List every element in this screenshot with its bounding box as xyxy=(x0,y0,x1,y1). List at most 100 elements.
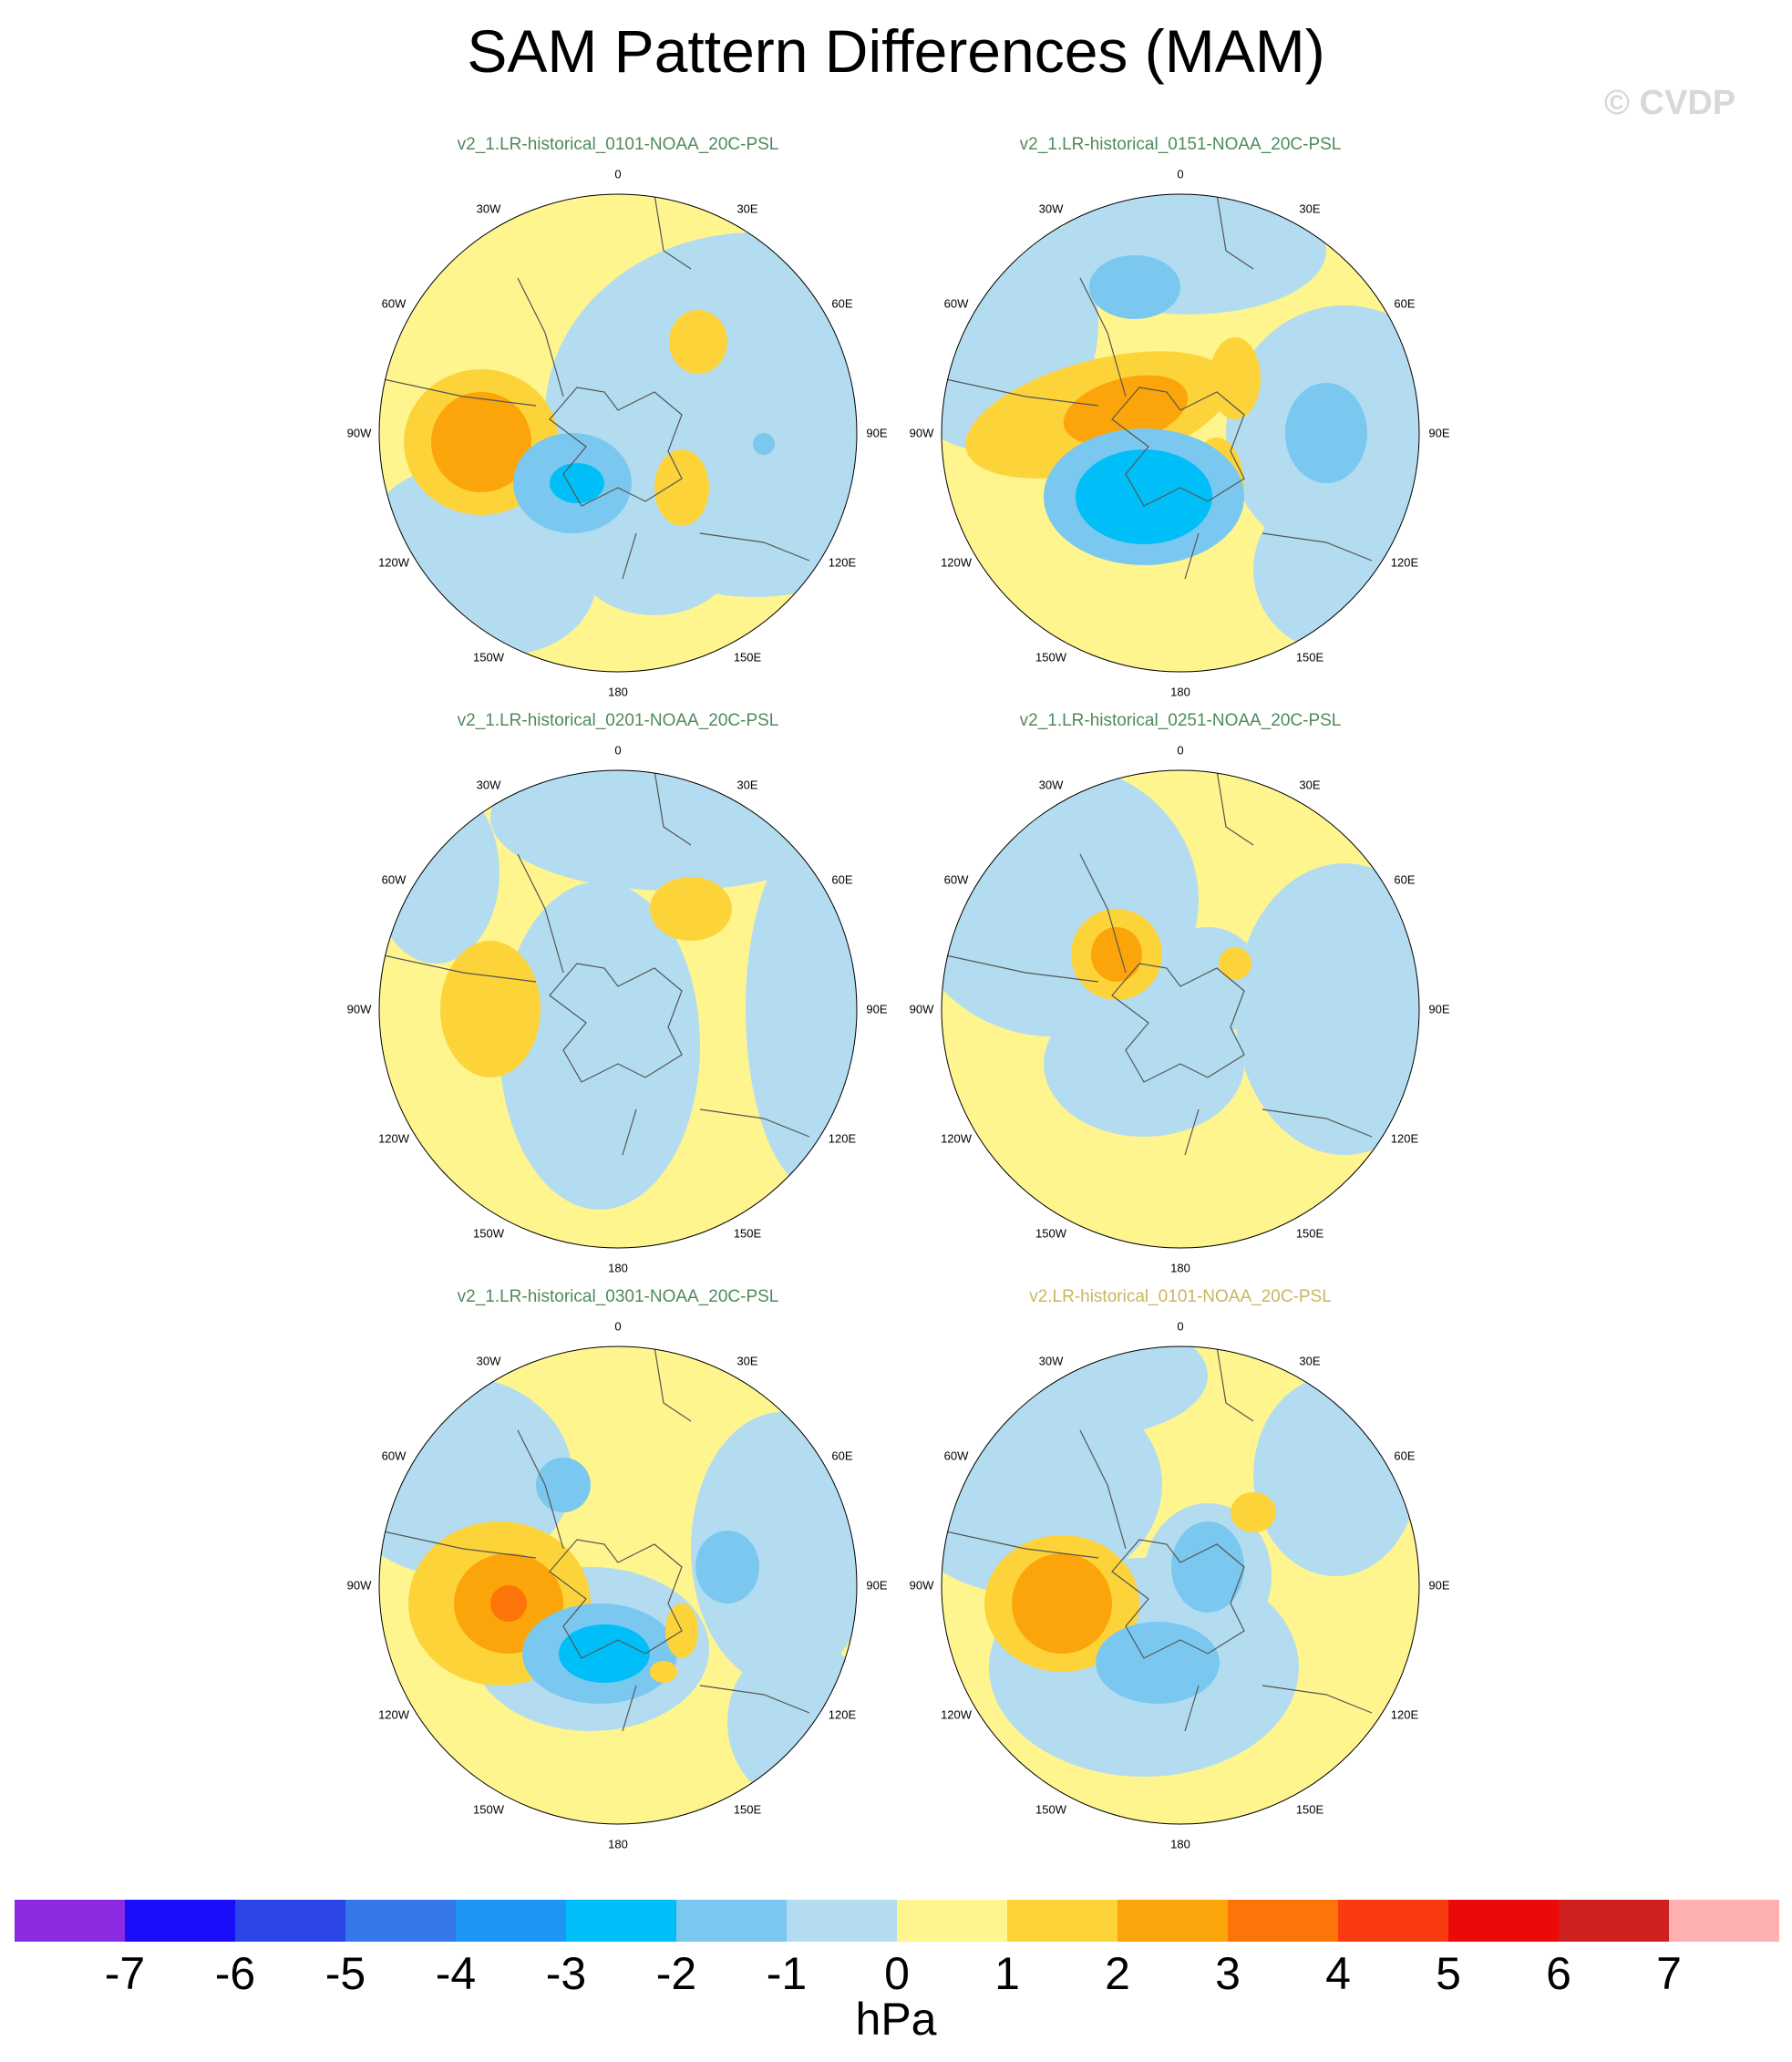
lon-label-top: 0 xyxy=(614,743,622,758)
contour-region xyxy=(1253,488,1417,652)
colorbar-tick-label: 5 xyxy=(1436,1948,1461,1999)
colorbar-swatch xyxy=(676,1900,787,1942)
lon-label-top: 0 xyxy=(1177,167,1184,181)
colorbar-swatch xyxy=(1007,1900,1117,1942)
colorbar xyxy=(15,1900,1779,1942)
lon-label-se1: 120E xyxy=(828,1131,857,1146)
colorbar-swatch xyxy=(1669,1900,1779,1942)
lon-label-se2: 150E xyxy=(1295,1226,1324,1241)
coastline xyxy=(1079,277,1127,397)
coastline xyxy=(1184,532,1200,580)
antarctica-coastline xyxy=(1111,963,1245,1083)
lon-label-nw2: 60W xyxy=(381,872,407,887)
coastline xyxy=(654,194,692,270)
panel-title: v2_1.LR-historical_0251-NOAA_20C-PSL xyxy=(1019,711,1342,730)
colorbar-swatch xyxy=(897,1900,1007,1942)
map-panel-1: v2_1.LR-historical_0101-NOAA_20C-PSL 0 30E… xyxy=(299,135,937,700)
colorbar-swatch xyxy=(1228,1900,1338,1942)
lon-label-e: 90E xyxy=(866,426,888,440)
lon-label-bottom: 180 xyxy=(1170,685,1190,699)
contour-region xyxy=(753,433,775,455)
colorbar-tick-label: 6 xyxy=(1546,1948,1571,1999)
map-border xyxy=(378,769,858,1249)
lon-label-top: 0 xyxy=(614,1319,622,1334)
lon-label-ne2: 60E xyxy=(1394,872,1416,887)
antarctica-coastline xyxy=(1111,1539,1245,1659)
coastline xyxy=(1079,1429,1127,1550)
contour-region xyxy=(1285,383,1367,483)
lon-label-ne1: 30E xyxy=(736,778,758,792)
map-panel-4: v2_1.LR-historical_0251-NOAA_20C-PSL 0 30E… xyxy=(861,711,1499,1276)
lon-label-nw1: 30W xyxy=(476,778,501,792)
colorbar-swatch xyxy=(566,1900,676,1942)
coastline xyxy=(1184,1685,1200,1732)
lon-label-se2: 150E xyxy=(733,1226,762,1241)
colorbar-swatch xyxy=(15,1900,125,1942)
lon-label-sw1: 120W xyxy=(378,555,410,570)
lon-label-ne2: 60E xyxy=(831,872,853,887)
lon-label-e: 90E xyxy=(1428,1578,1450,1593)
coastline xyxy=(517,1429,564,1550)
lon-label-sw2: 150W xyxy=(1035,650,1066,665)
lon-label-nw2: 60W xyxy=(943,1449,969,1463)
contour-region xyxy=(490,1585,527,1622)
lon-label-sw1: 120W xyxy=(941,1131,973,1146)
colorbar-units: hPa xyxy=(855,1994,937,2045)
antarctica-coastline xyxy=(549,1539,683,1659)
map-panel-2: v2_1.LR-historical_0151-NOAA_20C-PSL 0 30E… xyxy=(861,135,1499,700)
lon-label-sw1: 120W xyxy=(378,1131,410,1146)
lon-label-ne1: 30E xyxy=(736,201,758,216)
colorbar-tick-label: -1 xyxy=(766,1948,808,1999)
coastline xyxy=(1184,1108,1200,1156)
contour-region xyxy=(942,1346,1208,1439)
lon-label-sw1: 120W xyxy=(941,1707,973,1722)
lon-label-se2: 150E xyxy=(733,1802,762,1817)
colorbar-tick-label: -6 xyxy=(214,1948,256,1999)
lon-label-sw2: 150W xyxy=(473,650,504,665)
figure-title: SAM Pattern Differences (MAM) xyxy=(467,17,1325,85)
lon-label-ne2: 60E xyxy=(831,296,853,311)
lon-label-bottom: 180 xyxy=(608,685,628,699)
lon-label-sw1: 120W xyxy=(378,1707,410,1722)
map-border xyxy=(941,1345,1420,1825)
map-panel-6: v2.LR-historical_0101-NOAA_20C-PSL 0 30E 60… xyxy=(861,1287,1499,1852)
coastline xyxy=(699,1685,810,1714)
lon-label-ne2: 60E xyxy=(1394,296,1416,311)
lon-label-nw1: 30W xyxy=(476,1354,501,1368)
coastline xyxy=(1216,194,1254,270)
coastline xyxy=(1216,770,1254,846)
coastline xyxy=(517,853,564,974)
lon-label-nw1: 30W xyxy=(1038,778,1064,792)
polar-map xyxy=(378,1345,858,1825)
panel-title: v2.LR-historical_0101-NOAA_20C-PSL xyxy=(1029,1287,1332,1306)
lon-label-nw1: 30W xyxy=(476,201,501,216)
contour-region xyxy=(695,1531,759,1603)
contour-region xyxy=(1076,449,1212,544)
lon-label-nw1: 30W xyxy=(1038,1354,1064,1368)
map-panel-3: v2_1.LR-historical_0201-NOAA_20C-PSL 0 30E… xyxy=(299,711,937,1276)
map-border xyxy=(378,1345,858,1825)
colorbar-tick-label: 2 xyxy=(1105,1948,1130,1999)
coastline xyxy=(1262,1108,1373,1138)
colorbar-swatch xyxy=(1448,1900,1559,1942)
coastline xyxy=(379,377,537,407)
lon-label-top: 0 xyxy=(614,167,622,181)
antarctica-coastline xyxy=(549,387,683,507)
panel-title: v2_1.LR-historical_0301-NOAA_20C-PSL xyxy=(457,1287,779,1306)
lon-label-ne2: 60E xyxy=(1394,1449,1416,1463)
contour-region xyxy=(1153,927,1262,1036)
lon-label-nw2: 60W xyxy=(943,872,969,887)
colorbar-tick-label: 0 xyxy=(884,1948,910,1999)
coastline xyxy=(1216,1346,1254,1422)
lon-label-ne1: 30E xyxy=(1299,201,1321,216)
colorbar-tick-label: 7 xyxy=(1656,1948,1682,1999)
map-border xyxy=(941,193,1420,673)
lon-label-nw2: 60W xyxy=(943,296,969,311)
coastline xyxy=(1262,532,1373,562)
contour-region xyxy=(669,310,727,374)
contour-region xyxy=(654,449,709,526)
contour-region xyxy=(1210,337,1261,419)
colorbar-swatch xyxy=(1338,1900,1448,1942)
lon-label-ne1: 30E xyxy=(736,1354,758,1368)
coastline xyxy=(942,377,1099,407)
